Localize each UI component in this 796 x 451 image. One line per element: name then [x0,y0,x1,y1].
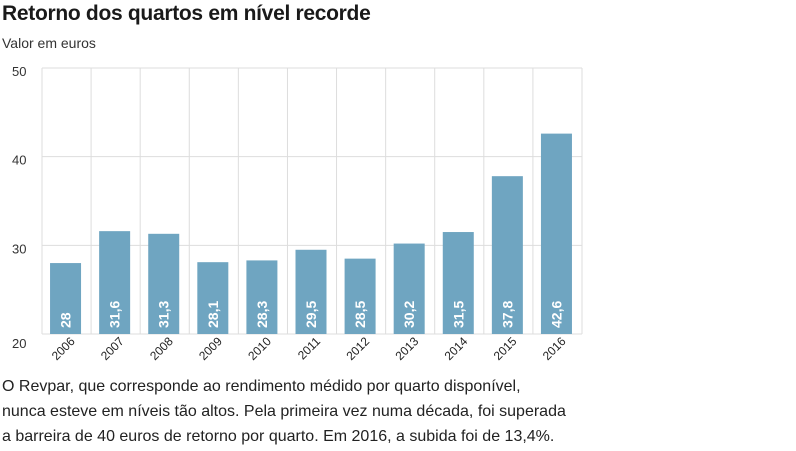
value-label-2014: 31,5 [450,301,466,328]
chart-title: Retorno dos quartos em nível recorde [2,2,371,25]
x-tick-label-2010: 2010 [245,334,274,363]
bar-2009 [197,262,229,334]
caption-line-2: nunca esteve em níveis tão altos. Pela p… [2,403,566,420]
value-label-2012: 28,5 [352,301,368,328]
y-tick-label: 20 [12,336,26,351]
bar-2012 [344,258,376,334]
caption-line-1: O Revpar, que corresponde ao rendimento … [2,378,521,395]
value-label-2009: 28,1 [205,301,221,328]
value-label-2008: 31,3 [156,301,172,328]
caption-line-3: a barreira de 40 euros de retorno por qu… [2,428,555,445]
x-tick-label-2015: 2015 [491,334,520,363]
y-tick-label: 30 [12,241,26,256]
value-label-2011: 29,5 [303,301,319,328]
y-axis: 20 30 40 50 [12,64,26,351]
y-tick-label: 50 [12,64,26,79]
value-label-2013: 30,2 [401,301,417,328]
chart-subtitle: Valor em euros [2,35,96,51]
bar-2011 [295,249,327,334]
x-tick-label-2011: 2011 [295,334,323,362]
x-tick-label-2007: 2007 [98,334,127,363]
bar-2015 [491,176,523,334]
value-label-2006: 28 [58,312,74,328]
bar-2006 [50,263,82,334]
x-tick-label-2013: 2013 [393,334,422,363]
x-tick-label-2016: 2016 [540,334,569,363]
x-axis: 2006 2007 2008 2009 2010 2011 2012 2013 2014 2015… [49,334,569,363]
value-label-2015: 37,8 [499,301,515,328]
value-label-2010: 28,3 [254,301,270,328]
bar-2014 [442,232,474,334]
x-tick-label-2012: 2012 [343,334,372,363]
bar-2010 [246,260,278,334]
value-label-2007: 31,6 [107,301,123,328]
value-labels: 28 31,6 31,3 28,1 28,3 29,5 28,5 30,2 31,5 37,8 42… [58,301,565,328]
bar-2008 [148,233,180,334]
bar-2016 [540,133,572,334]
x-tick-label-2006: 2006 [49,334,78,363]
y-tick-label: 40 [12,153,26,168]
bars [50,133,572,334]
x-tick-label-2014: 2014 [442,334,471,363]
bar-2013 [393,243,425,334]
bar-2007 [99,231,131,334]
x-tick-label-2009: 2009 [196,334,225,363]
bar-chart: 20 30 40 50 28 31,6 31,3 28,1 28,3 29,5 28,5 30,2 3… [12,64,583,363]
chart-caption: O Revpar, que corresponde ao rendimento … [2,374,792,449]
value-label-2016: 42,6 [548,301,564,328]
x-tick-label-2008: 2008 [147,334,176,363]
